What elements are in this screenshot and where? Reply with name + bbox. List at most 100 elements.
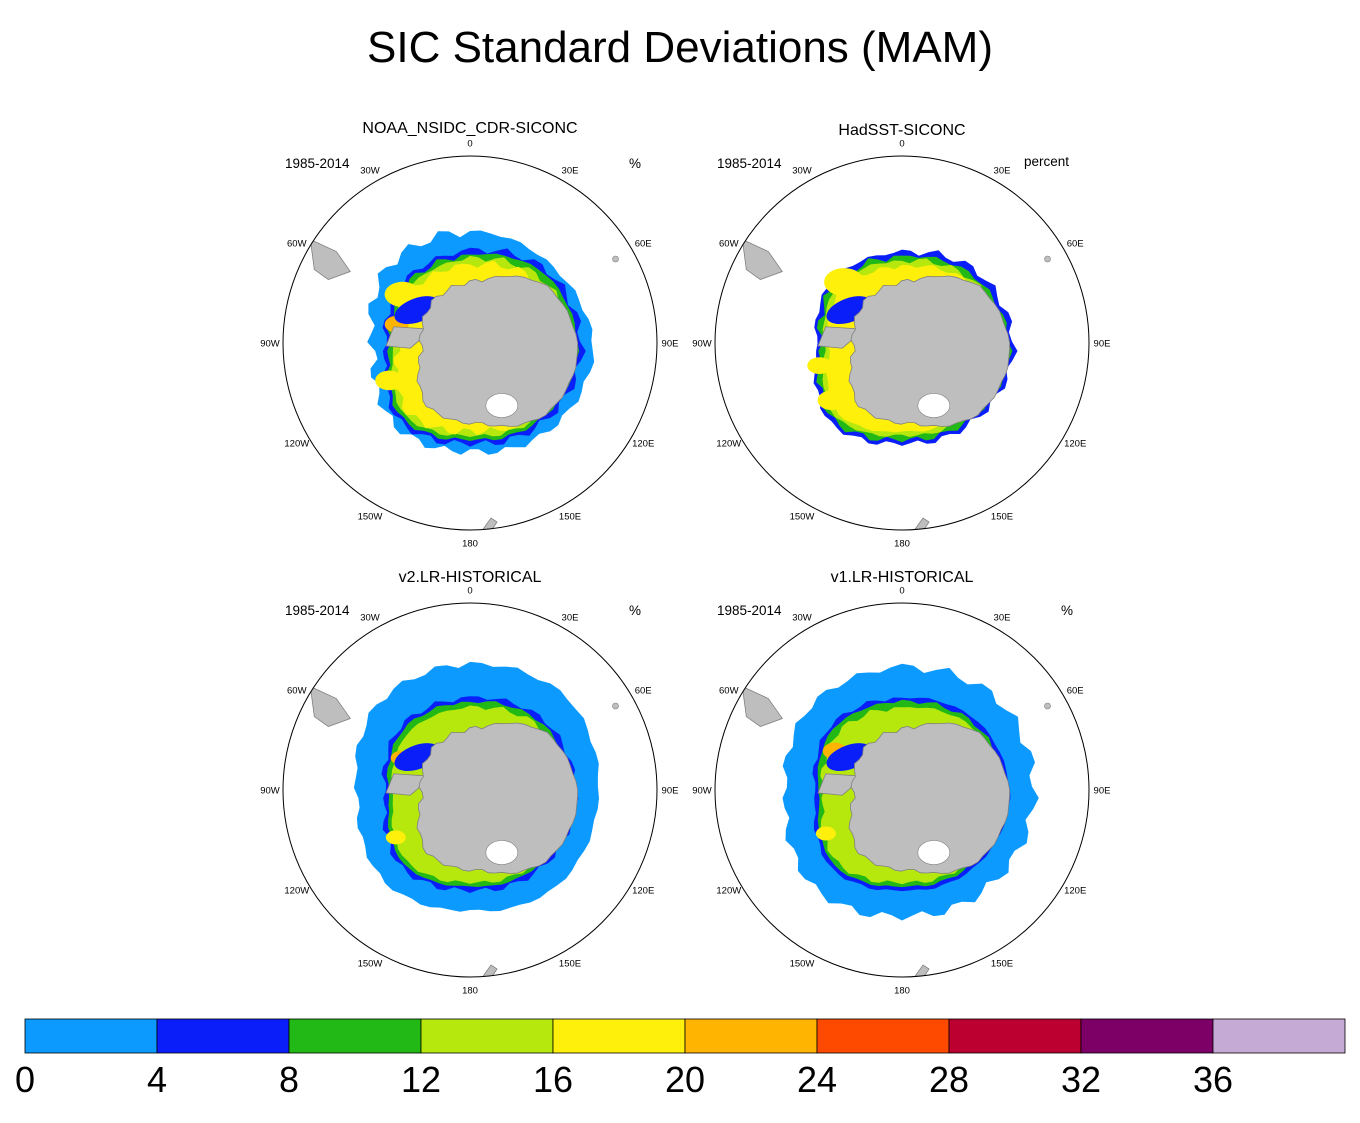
panel-period: 1985-2014 (717, 603, 782, 618)
ross-ice-shelf (917, 393, 951, 418)
longitude-label: 150E (559, 959, 581, 970)
colorbar-tick-label: 32 (1061, 1059, 1101, 1100)
longitude-label: 30E (562, 612, 579, 623)
longitude-label: 180 (894, 539, 910, 550)
antarctic-peninsula (817, 773, 866, 796)
longitude-label: 60W (719, 239, 739, 250)
longitude-label: 90W (260, 339, 280, 350)
longitude-label: 90E (662, 786, 679, 797)
sic-hotspot (817, 390, 846, 411)
longitude-label: 120E (1064, 886, 1086, 897)
colorbar-bin (1080, 1018, 1214, 1054)
longitude-label: 60E (635, 239, 652, 250)
colorbar-bin (24, 1018, 158, 1054)
panel-title: NOAA_NSIDC_CDR-SICONC (362, 120, 577, 137)
panel-title: v1.LR-HISTORICAL (831, 569, 974, 586)
new-zealand (480, 964, 498, 977)
longitude-label: 150W (358, 959, 383, 970)
longitude-label: 90E (1094, 339, 1111, 350)
south-america-tip (741, 685, 783, 727)
colorbar-bin (684, 1018, 818, 1054)
longitude-label: 60E (1067, 239, 1084, 250)
longitude-label: 120W (716, 886, 741, 897)
new-zealand (912, 964, 930, 977)
longitude-label: 150W (358, 512, 383, 523)
longitude-label: 60W (287, 686, 307, 697)
antarctic-peninsula (817, 326, 866, 349)
colorbar-bin (420, 1018, 554, 1054)
longitude-label: 30E (994, 165, 1011, 176)
new-zealand (480, 517, 498, 530)
colorbar-tick-label: 36 (1193, 1059, 1233, 1100)
longitude-label: 150E (559, 512, 581, 523)
colorbar-tick-label: 4 (147, 1059, 167, 1100)
longitude-label: 60W (719, 686, 739, 697)
map-content (741, 663, 1051, 977)
longitude-label: 150E (991, 959, 1013, 970)
longitude-label: 120W (284, 439, 309, 450)
longitude-label: 150W (790, 959, 815, 970)
sic-hotspot (807, 357, 832, 374)
longitude-label: 120E (1064, 439, 1086, 450)
map-panel-4: 0 30E 60E 90E 120E 150E 180 150W 120W 90W 60W 30W v1… (692, 569, 1110, 997)
colorbar-tick-label: 16 (533, 1059, 573, 1100)
ross-ice-shelf (485, 393, 519, 418)
map-content (309, 230, 619, 530)
panel-title: HadSST-SICONC (838, 122, 965, 139)
longitude-label: 120E (632, 439, 654, 450)
longitude-label: 90E (1094, 786, 1111, 797)
longitude-label: 0 (899, 586, 904, 597)
antarctica-land (416, 275, 579, 427)
map-content (741, 238, 1051, 530)
longitude-label: 60E (1067, 686, 1084, 697)
longitude-label: 30E (562, 165, 579, 176)
antarctic-peninsula (385, 326, 434, 349)
kerguelen-island (1044, 702, 1051, 710)
longitude-label: 90E (662, 339, 679, 350)
longitude-label: 0 (899, 139, 904, 150)
colorbar-bin (288, 1018, 422, 1054)
colorbar-bin (816, 1018, 950, 1054)
panel-title: v2.LR-HISTORICAL (399, 569, 542, 586)
panel-units: % (629, 603, 641, 618)
kerguelen-island (1044, 255, 1051, 263)
colorbar-bin (948, 1018, 1082, 1054)
south-america-tip (309, 685, 351, 727)
colorbar-bin (156, 1018, 290, 1054)
map-panel-2: 0 30E 60E 90E 120E 150E 180 150W 120W 90W 60W 30W Ha… (692, 122, 1110, 550)
panel-units: percent (1024, 154, 1069, 169)
colorbar-tick-label: 20 (665, 1059, 705, 1100)
antarctica-land (848, 722, 1011, 874)
kerguelen-island (612, 255, 619, 263)
longitude-label: 30W (792, 165, 812, 176)
longitude-label: 180 (462, 539, 478, 550)
colorbar: 0 4 8 12 16 20 24 28 32 36 (15, 1018, 1346, 1100)
map-border (282, 155, 658, 531)
colorbar-bin (1212, 1018, 1346, 1054)
longitude-label: 30W (360, 612, 380, 623)
colorbar-bin (552, 1018, 686, 1054)
antarctic-peninsula (385, 773, 434, 796)
longitude-label: 0 (467, 139, 472, 150)
colorbar-tick-label: 28 (929, 1059, 969, 1100)
panel-units: % (1061, 603, 1073, 618)
longitude-label: 90W (692, 786, 712, 797)
colorbar-tick-label: 24 (797, 1059, 837, 1100)
ross-ice-shelf (917, 840, 951, 865)
antarctica-land (848, 275, 1011, 427)
longitude-label: 180 (894, 986, 910, 997)
longitude-label: 30W (360, 165, 380, 176)
panel-period: 1985-2014 (285, 156, 350, 171)
longitude-label: 60W (287, 239, 307, 250)
south-america-tip (309, 238, 351, 280)
longitude-label: 30E (994, 612, 1011, 623)
sic-hotspot (385, 830, 406, 845)
longitude-label: 150E (991, 512, 1013, 523)
panel-period: 1985-2014 (717, 156, 782, 171)
sic-hotspot (824, 268, 865, 297)
map-content (309, 661, 619, 977)
ross-ice-shelf (485, 840, 519, 865)
colorbar-tick-label: 0 (15, 1059, 35, 1100)
longitude-label: 30W (792, 612, 812, 623)
